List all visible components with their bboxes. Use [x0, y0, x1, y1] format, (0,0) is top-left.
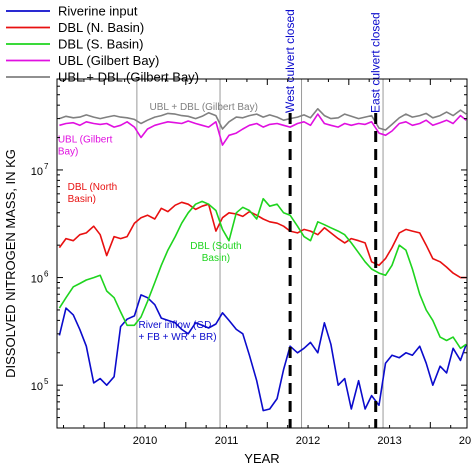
series-line-2 — [58, 197, 467, 350]
series-annotation-line: Basin) — [202, 253, 230, 264]
y-axis-title: DISSOLVED NITROGEN MASS, IN KG — [3, 149, 18, 378]
x-tick-label: 2011 — [215, 435, 239, 447]
chart-overlay: West culvert closed East culvert closed UB… — [58, 9, 383, 428]
series-annotation-line: DBL (South — [190, 241, 241, 252]
legend-label-4: UBL + DBL (Gilbert Bay) — [58, 70, 199, 85]
culvert-event-label-1: East culvert closed — [369, 12, 383, 113]
legend-label-0: Riverine input — [58, 4, 138, 19]
series-line-3 — [59, 113, 467, 146]
legend-label-2: DBL (S. Basin) — [58, 37, 144, 52]
y-tick-base: 10 — [31, 381, 43, 393]
series-annotation-line: + FB + WR + BR) — [139, 332, 217, 343]
y-tick-base: 10 — [31, 274, 43, 286]
series-annotation-line: DBL (North — [68, 182, 118, 193]
series-annotation-3: DBL (South Basin) — [190, 241, 241, 264]
series-annotation-line: Basin) — [68, 194, 96, 205]
x-tick-label: 2014 — [459, 435, 472, 447]
y-tick-label: 10 — [31, 274, 43, 286]
series-annotation-line: River inflow (GD — [139, 320, 212, 331]
series-line-4 — [59, 108, 467, 131]
series-annotation-line: Bay) — [58, 146, 79, 157]
y-tick-exponent: 5 — [44, 377, 49, 386]
series-annotation-4: River inflow (GD + FB + WR + BR) — [139, 320, 217, 343]
y-tick-exponent: 6 — [44, 270, 49, 279]
y-tick-base: 10 — [31, 166, 43, 178]
plot-frame — [56, 78, 468, 429]
legend-label-3: UBL (Gilbert Bay) — [58, 53, 159, 68]
series-annotation-line: UBL + DBL (Gilbert Bay) — [149, 102, 257, 113]
series-annotation-0: UBL + DBL (Gilbert Bay) — [149, 102, 257, 113]
y-tick-label: 10 — [31, 381, 43, 393]
series-annotation-2: DBL (North Basin) — [68, 182, 118, 205]
series-line-1 — [58, 201, 467, 279]
x-tick-label: 2012 — [296, 435, 320, 447]
x-axis-title: YEAR — [244, 451, 279, 466]
axes: 20102011201220132014105106107 — [31, 78, 472, 447]
y-tick-exponent: 7 — [44, 162, 49, 171]
culvert-event-label-0: West culvert closed — [283, 9, 297, 113]
legend-label-1: DBL (N. Basin) — [58, 20, 144, 35]
series-annotation-line: UBL (Gilbert — [58, 134, 113, 145]
series-annotation-1: UBL (Gilbert Bay) — [58, 134, 113, 157]
series-line-0 — [58, 294, 467, 412]
x-tick-label: 2013 — [377, 435, 401, 447]
y-tick-label: 10 — [31, 166, 43, 178]
plot-area — [58, 79, 467, 428]
x-tick-label: 2010 — [133, 435, 157, 447]
